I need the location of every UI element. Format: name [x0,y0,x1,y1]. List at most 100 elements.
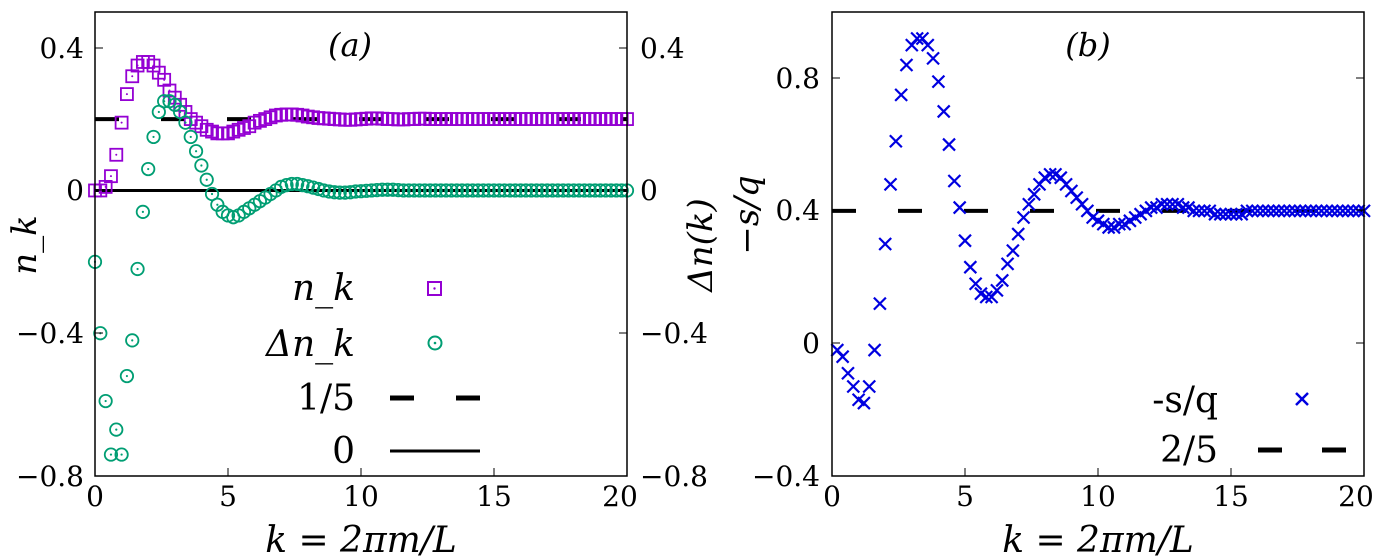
s-over-q-point [867,343,882,357]
panel-b-frame [831,11,1365,477]
s-over-q-point [1330,204,1345,218]
s-over-q-point [1101,220,1116,235]
s-over-q-point [1240,204,1254,218]
s-over-q-point [926,51,940,66]
legend-label-zero: 0 [332,431,355,472]
panel-b-xtick-label: 10 [1080,480,1116,513]
panel-b-xtick-label: 15 [1213,480,1249,513]
panel-b-label: (b) [1065,26,1110,64]
legend-marker-circle-dot [433,341,437,345]
delta-nk-point [279,178,294,193]
s-over-q-point [1224,207,1238,221]
delta-nk-point-dot [205,178,208,181]
s-over-q-point [958,233,972,248]
s-over-q-point [878,237,892,251]
s-over-q-point [963,260,978,274]
panel-b: (b) 0 5 10 15 20 0.8 0.4 0 −0.4 k = 2πm/… [727,11,1374,560]
delta-nk-point [125,333,140,348]
nk-point [120,87,134,101]
delta-nk-point-dot [157,110,160,114]
delta-nk-point-dot [189,135,192,139]
legend-marker-circle [427,335,443,351]
s-over-q-point [947,174,962,188]
s-over-q-point [995,273,1010,288]
panel-a-right-y-ticks: 0.4 0 −0.4 −0.8 [619,32,708,493]
panel-a-ytick-label-right: 0.4 [640,32,685,65]
s-over-q-point [1293,204,1307,218]
s-over-q-point [952,200,967,215]
panel-b-legend: -s/q 2/5 [1152,380,1346,471]
delta-nk-point-dot [147,167,150,171]
delta-nk-point-dot [109,453,113,456]
s-over-q-point [883,177,898,192]
s-over-q-point [1325,204,1339,218]
panel-a-ytick-label: 0.4 [39,32,84,65]
s-over-q-point [990,283,1004,298]
s-over-q-point [1144,200,1158,215]
s-over-q-point [1208,207,1222,221]
delta-nk-point [306,180,321,195]
s-over-q-point [1112,217,1127,231]
delta-nk-point [98,393,113,409]
delta-nk-point [194,158,209,173]
s-over-q-point [1027,187,1041,202]
s-over-q-point [1229,207,1244,221]
legend-marker-cross [1295,392,1309,406]
panel-a-x-axis-label: k = 2πm/L [265,520,457,560]
delta-nk-point [188,144,204,159]
panel-a-xtick-label: 20 [602,480,638,513]
s-over-q-point [899,58,914,72]
delta-nk-point [199,172,214,187]
s-over-q-point [889,134,903,149]
s-over-q-point [979,290,994,304]
s-over-q-point [1282,204,1297,218]
delta-nk-point-dot [194,150,198,153]
panel-a-xtick-label: 15 [476,480,512,513]
s-over-q-point [1160,197,1174,212]
s-over-q-point [1006,243,1020,258]
delta-nk-point [290,176,305,192]
delta-nk-point [183,129,198,145]
s-over-q-point [1272,204,1286,218]
nk-point-dot [120,121,123,124]
s-over-q-point [1197,204,1212,218]
nk-point-dot [104,185,107,188]
nk-point [109,147,124,162]
s-over-q-point [1341,204,1355,218]
panel-a-xtick-label: 0 [86,480,104,513]
s-over-q-point [1218,207,1233,221]
panel-b-x-axis-label: k = 2πm/L [1002,520,1194,560]
panel-b-ytick-label: 0 [802,327,820,360]
delta-nk-point [178,115,193,130]
delta-nk-point [130,261,145,277]
delta-nk-point [300,179,315,194]
s-over-q-point [1250,204,1265,218]
delta-nk-point-dot [200,164,203,167]
s-over-q-point [936,104,951,119]
panel-a-ytick-label: 0 [66,174,84,207]
delta-nk-point [119,368,135,384]
s-over-q-point [857,396,871,410]
delta-nk-point [343,185,358,200]
s-over-q-point [1314,204,1329,218]
delta-nk-point-dot [104,399,107,403]
panel-a-xtick-label: 5 [219,480,237,513]
panel-b-x-ticks: 0 5 10 15 20 [823,468,1374,513]
delta-nk-point-dot [173,103,176,106]
s-over-q-point [1186,204,1201,218]
delta-nk-point [135,204,150,219]
s-over-q-point [1011,227,1025,241]
panel-b-y-ticks: 0.8 0.4 0 −0.4 [752,62,1364,493]
panel-a-ytick-label-right: 0 [640,174,658,207]
delta-nk-point-dot [152,135,155,139]
s-over-q-point [1346,204,1361,218]
s-over-q-point [1266,204,1281,218]
panel-a-ytick-label-right: −0.8 [640,460,708,493]
panel-b-data-layer [830,31,1371,410]
delta-nk-point-dot [136,267,139,271]
panel-a-ytick-label: −0.4 [16,317,84,350]
s-over-q-point [968,276,983,291]
panel-a-y-axis-label: n_k [5,215,45,275]
panel-b-y-axis-label: −s/q [727,175,767,254]
